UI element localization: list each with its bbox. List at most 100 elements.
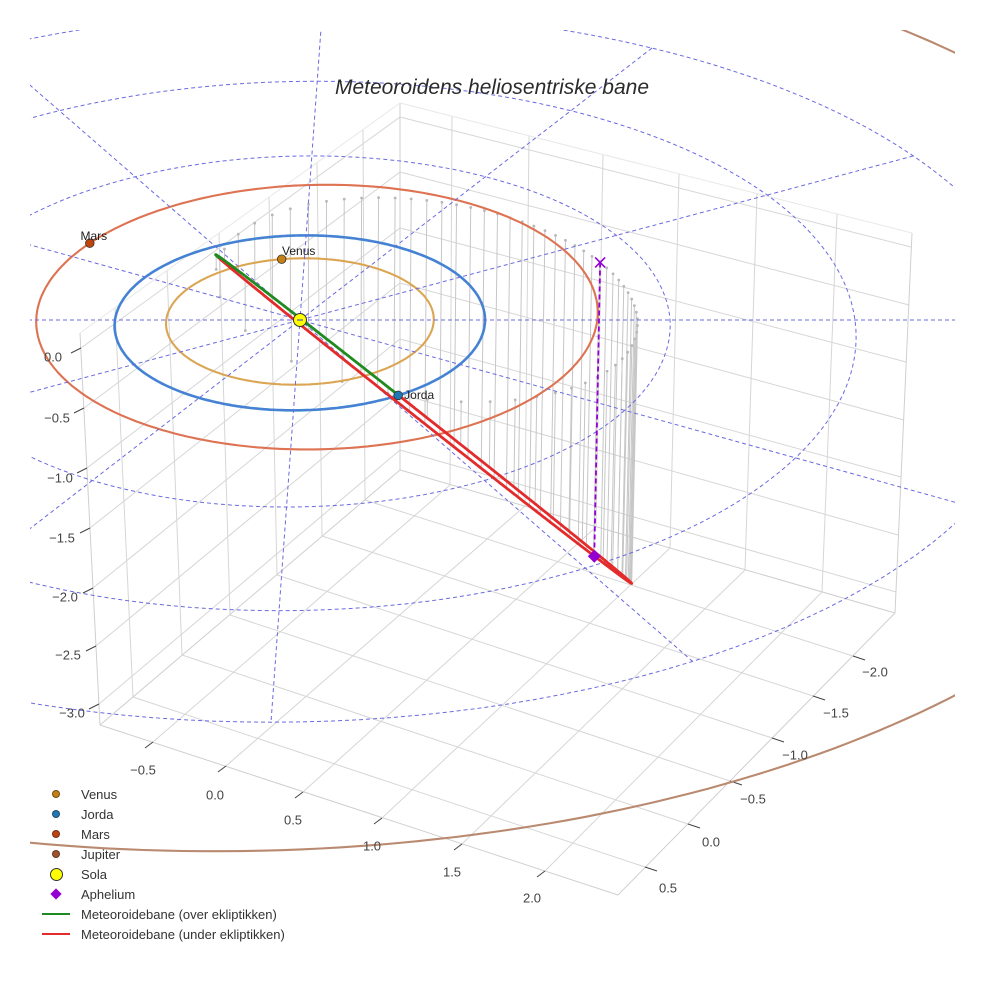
- grid-line: [152, 484, 451, 743]
- drop-line-marker: [605, 369, 609, 373]
- grid-line: [95, 393, 401, 647]
- drop-line-marker: [554, 233, 557, 237]
- legend-item-jorda[interactable]: Jorda: [40, 804, 285, 824]
- grid-line: [399, 338, 902, 478]
- grid-line: [321, 535, 814, 697]
- meteoroid-orbit-above-ecliptic: [214, 253, 247, 278]
- grid-line: [181, 654, 689, 825]
- z-tick-label: −2.0: [52, 589, 78, 605]
- meteoroid-drop-line: [505, 217, 511, 488]
- meteoroid-drop-line: [559, 240, 566, 530]
- meteoroid-drop-line: [629, 312, 637, 583]
- mars-label: Mars: [80, 229, 108, 244]
- venus-marker-icon: [40, 784, 72, 804]
- meteoroid-drop-line: [621, 292, 629, 577]
- grid-line: [364, 499, 854, 657]
- meteoroid-drop-line: [610, 365, 616, 566]
- drop-line-marker: [622, 284, 626, 288]
- meteoroid-drop-line: [360, 198, 363, 374]
- drop-line-marker: [626, 350, 630, 354]
- z-tick-mark: [88, 703, 100, 710]
- x-tick-mark: [144, 741, 154, 749]
- legend-label: Jupiter: [81, 846, 121, 862]
- floor: [99, 484, 896, 896]
- drop-line-marker: [440, 200, 444, 204]
- floor-grid: [132, 484, 854, 872]
- legend-item-jupiter[interactable]: Jupiter: [40, 844, 285, 864]
- x-tick-mark: [536, 870, 546, 878]
- grid-line: [83, 171, 401, 409]
- drop-line-marker: [513, 398, 517, 402]
- meteoroid-drop-line: [480, 210, 485, 469]
- ecliptic-grid-circle: [30, 80, 857, 612]
- drop-line-marker: [325, 199, 328, 203]
- x-tick-mark: [217, 765, 227, 773]
- box-edge: [894, 232, 913, 614]
- ecliptic-grid-spoke: [270, 30, 322, 723]
- back-right-wall-top-edge: [399, 102, 913, 234]
- meteoroid-drop-line: [467, 207, 472, 458]
- jorda-label: Jorda: [404, 388, 435, 403]
- drop-line-marker: [582, 249, 586, 253]
- z-tick-label: 0.0: [43, 349, 63, 365]
- z-tick-label: −2.5: [55, 647, 81, 663]
- drop-line-marker: [636, 324, 639, 327]
- y-tick-mark: [812, 695, 826, 701]
- legend-item-orbit-above-ecliptic[interactable]: Meteoroidebane (over ekliptikken): [40, 904, 285, 924]
- grid-line: [132, 696, 646, 868]
- x-axis-line: [99, 724, 619, 896]
- meteoroid-drop-line: [569, 245, 576, 538]
- z-tick-label: −1.5: [49, 530, 75, 546]
- legend-item-aphelium[interactable]: Aphelium: [40, 884, 285, 904]
- back-left-wall: [79, 102, 401, 726]
- z-tick-mark: [70, 347, 82, 354]
- legend-item-sola[interactable]: Sola: [40, 864, 285, 884]
- drop-line-marker: [554, 391, 557, 395]
- chart-title: Meteoroidens heliosentriske bane: [334, 76, 650, 99]
- jorda-marker-icon: [40, 804, 72, 824]
- legend-item-venus[interactable]: Venus: [40, 784, 285, 804]
- drop-line-marker: [425, 397, 429, 401]
- x-tick-mark: [453, 843, 463, 851]
- mars-marker-icon: [40, 824, 72, 844]
- drop-line-marker: [583, 381, 587, 385]
- back-left-wall-grid: [80, 116, 401, 705]
- back-right-wall-grid: [399, 115, 912, 593]
- grid-line: [225, 505, 526, 767]
- grid-line: [669, 173, 680, 549]
- y-tick-label: −2.0: [862, 664, 888, 680]
- legend-label: Venus: [81, 786, 118, 802]
- mars-marker[interactable]: [85, 238, 95, 248]
- grid-line: [399, 449, 897, 593]
- meteoroid-drop-line: [534, 396, 538, 504]
- grid-line: [399, 393, 899, 536]
- meteoroid-drop-line: [424, 200, 428, 424]
- ecliptic-grid-spoke: [30, 47, 653, 530]
- z-tick-label: −3.0: [59, 705, 85, 721]
- drop-line-marker: [630, 344, 634, 347]
- box-edge: [399, 102, 913, 234]
- legend-item-orbit-below-ecliptic[interactable]: Meteoroidebane (under ekliptikken): [40, 924, 285, 944]
- drop-line-marker: [455, 203, 458, 207]
- meteoroid-drop-line: [552, 392, 556, 519]
- sun-marker-icon: [40, 864, 72, 884]
- legend-item-mars[interactable]: Mars: [40, 824, 285, 844]
- legend-label: Sola: [81, 866, 108, 882]
- z-tick-label: −1.0: [47, 470, 73, 486]
- venus-marker[interactable]: [276, 254, 287, 264]
- y-tick-label: −1.0: [782, 747, 808, 763]
- drop-line-marker: [611, 272, 615, 276]
- drop-line-marker: [634, 310, 638, 314]
- grid-line: [399, 171, 910, 306]
- back-left-wall-edges: [79, 103, 401, 726]
- z-tick-mark: [82, 587, 94, 594]
- jorda-marker[interactable]: [393, 390, 403, 401]
- aphelion-diamond-icon[interactable]: [587, 549, 601, 563]
- grid-line: [166, 269, 183, 656]
- x-tick-label: −0.5: [130, 762, 156, 778]
- grid-line: [218, 232, 231, 616]
- y-tick-label: −1.5: [823, 705, 849, 721]
- grid-line: [399, 282, 905, 421]
- y-tick-mark: [771, 737, 785, 743]
